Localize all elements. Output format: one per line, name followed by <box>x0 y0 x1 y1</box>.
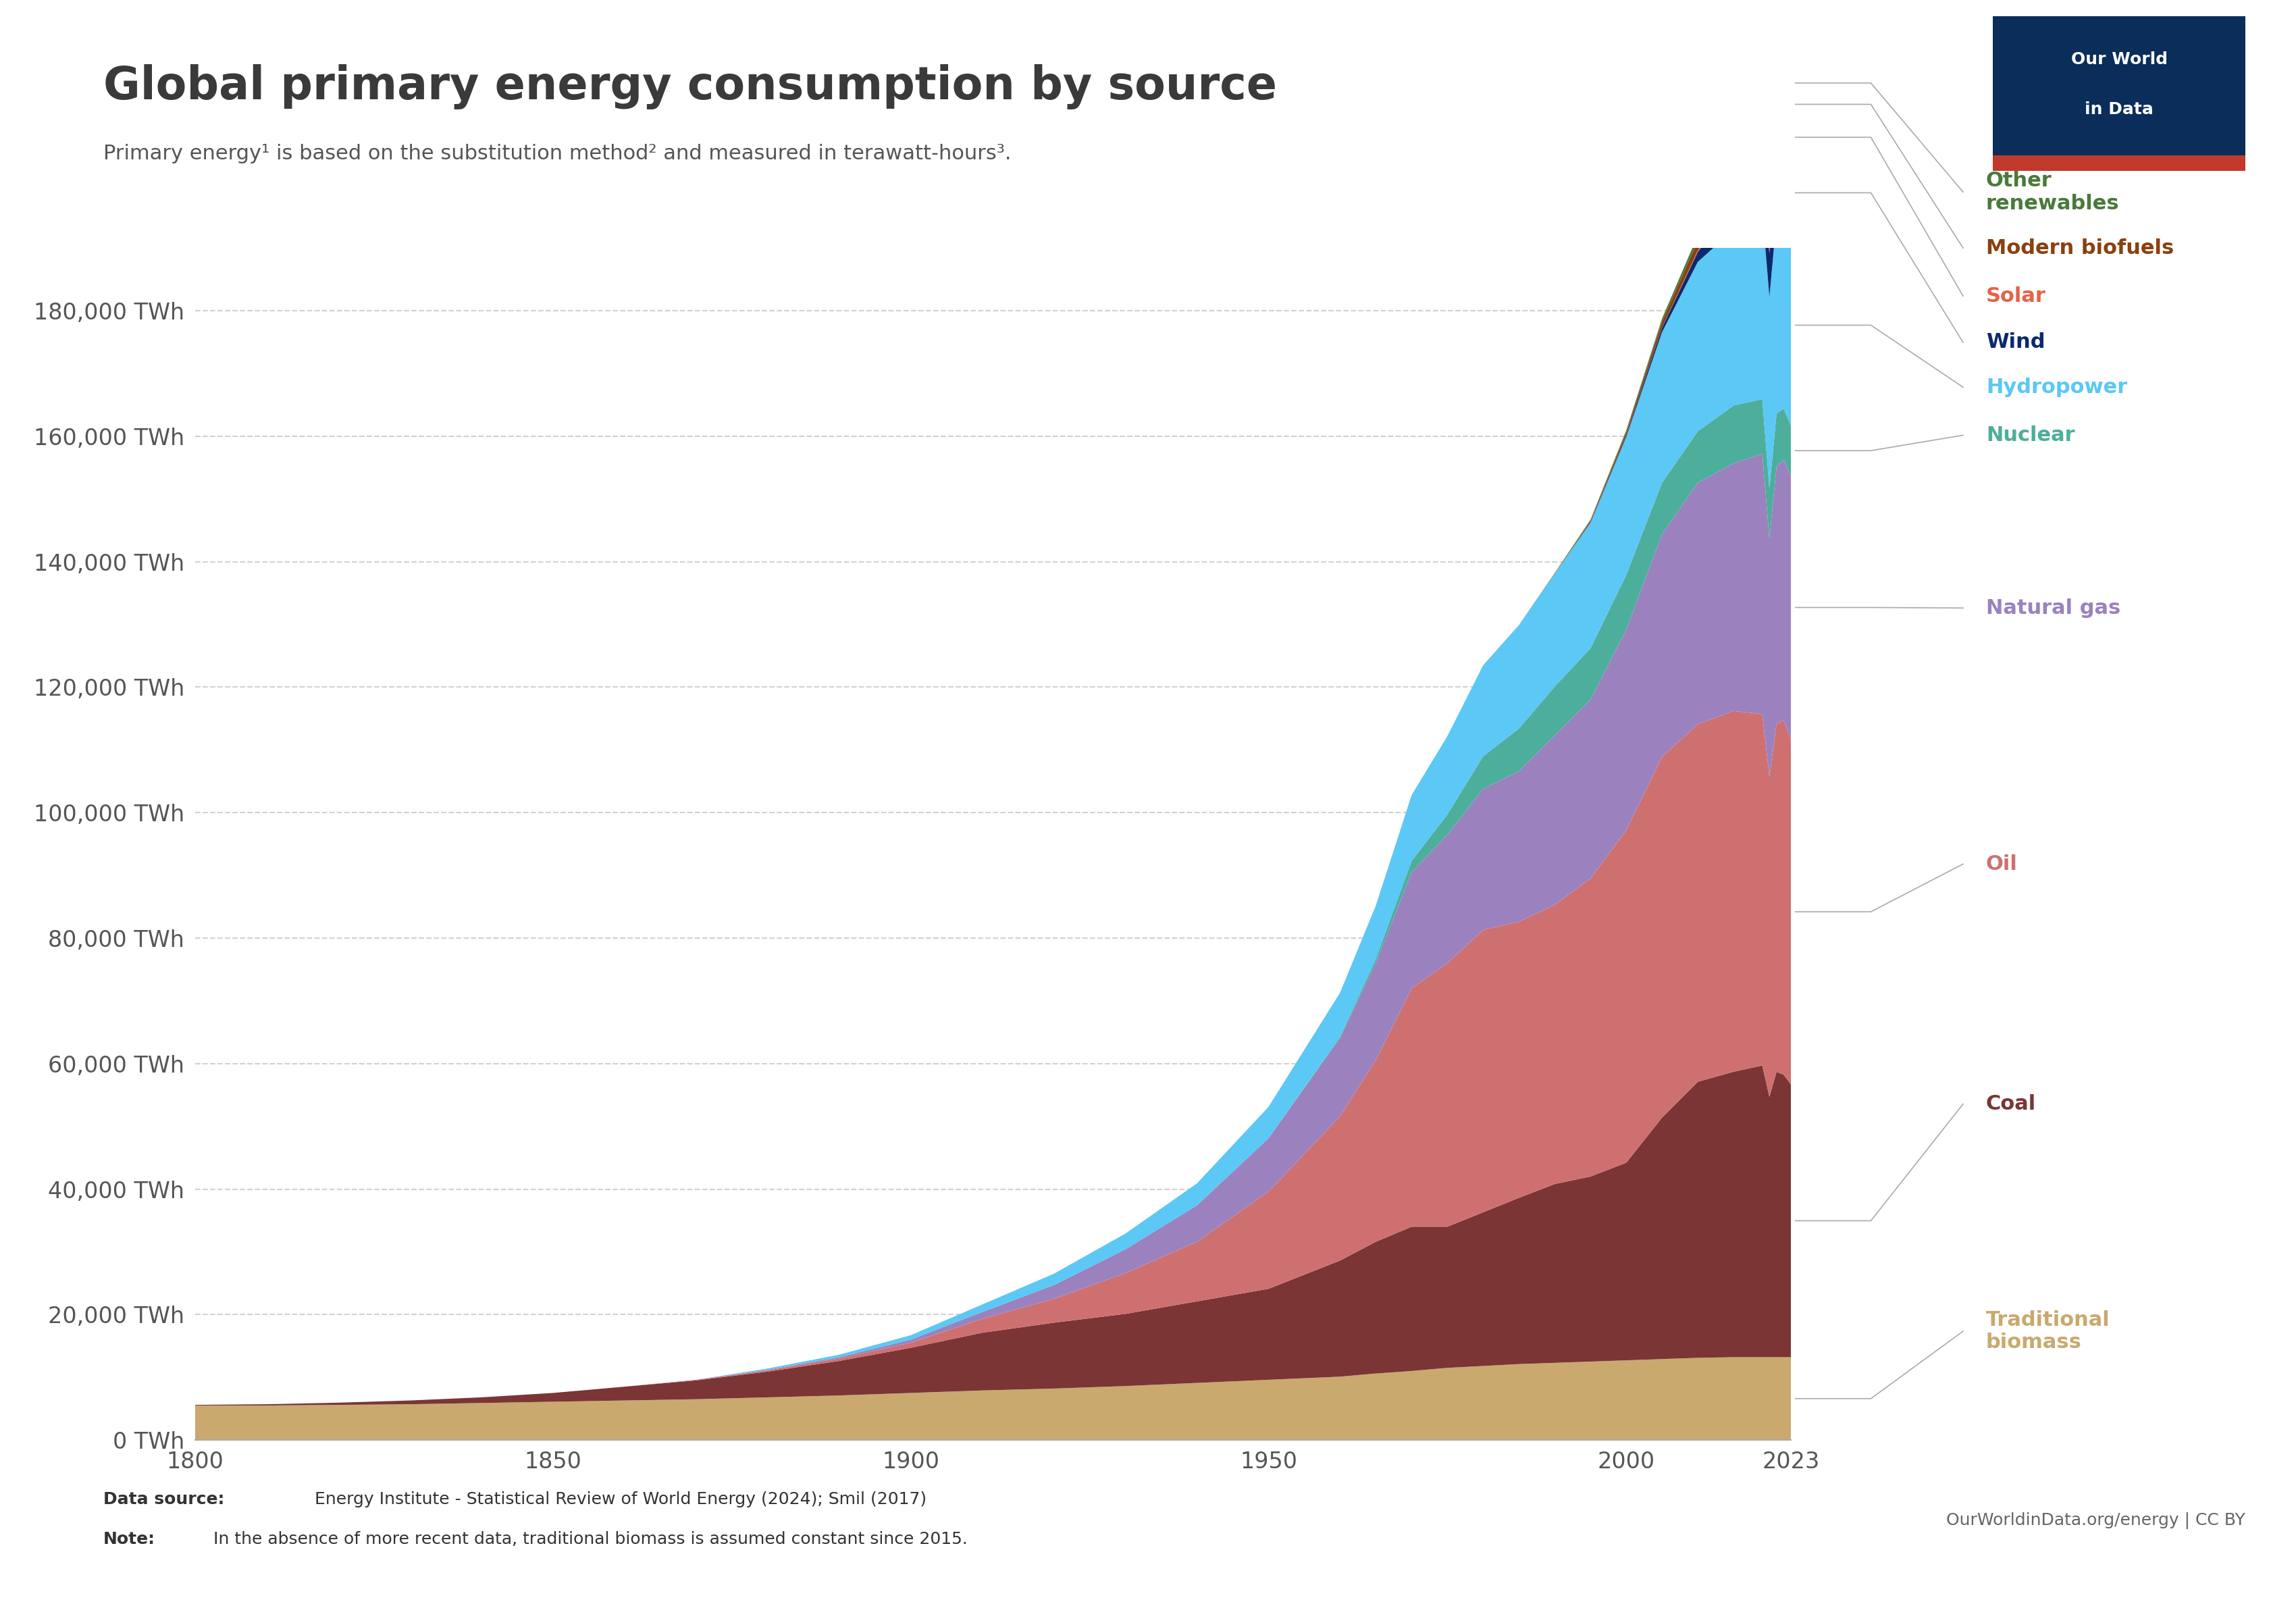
Text: Other
renewables: Other renewables <box>1986 171 2119 213</box>
Text: Nuclear: Nuclear <box>1986 426 2076 445</box>
Text: Traditional
biomass: Traditional biomass <box>1986 1310 2110 1352</box>
Text: Primary energy¹ is based on the substitution method² and measured in terawatt-ho: Primary energy¹ is based on the substitu… <box>103 144 1010 163</box>
Text: Hydropower: Hydropower <box>1986 378 2128 397</box>
Text: Global primary energy consumption by source: Global primary energy consumption by sou… <box>103 64 1277 109</box>
Text: Data source:: Data source: <box>103 1491 225 1507</box>
Text: Natural gas: Natural gas <box>1986 598 2122 618</box>
Text: in Data: in Data <box>2085 101 2154 118</box>
Text: Coal: Coal <box>1986 1094 2037 1114</box>
Text: Energy Institute - Statistical Review of World Energy (2024); Smil (2017): Energy Institute - Statistical Review of… <box>315 1491 928 1507</box>
Text: Our World: Our World <box>2071 51 2167 67</box>
Text: Oil: Oil <box>1986 854 2018 874</box>
Text: Modern biofuels: Modern biofuels <box>1986 238 2174 258</box>
Text: Wind: Wind <box>1986 333 2046 352</box>
Text: Solar: Solar <box>1986 286 2046 306</box>
Text: In the absence of more recent data, traditional biomass is assumed constant sinc: In the absence of more recent data, trad… <box>214 1531 967 1547</box>
Text: Note:: Note: <box>103 1531 156 1547</box>
Text: OurWorldinData.org/energy | CC BY: OurWorldinData.org/energy | CC BY <box>1947 1512 2245 1530</box>
